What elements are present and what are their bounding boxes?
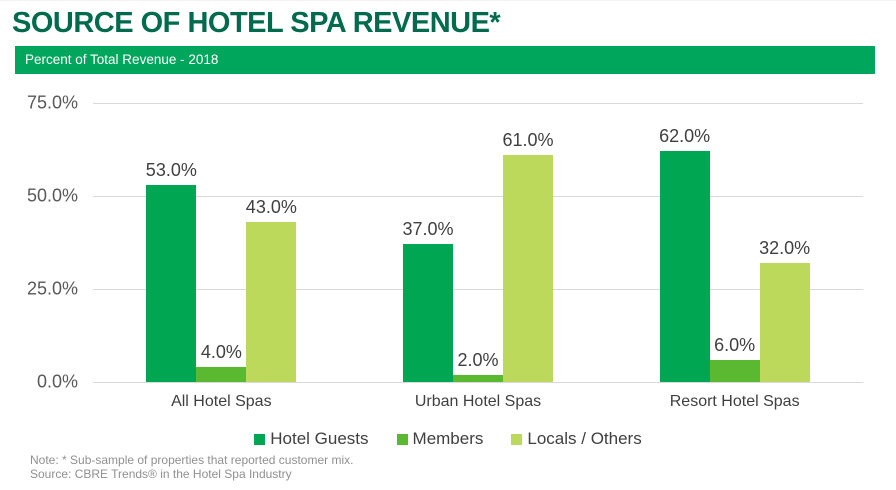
y-axis-label: 75.0% [26,92,78,113]
category-label: Urban Hotel Spas [414,393,542,410]
bar-value-label: 6.0% [714,334,756,355]
legend-label: Hotel Guests [270,429,369,448]
category-label: Resort Hotel Spas [669,393,800,410]
plot-area: 53.0% 4.0% 43.0% 37.0% 2.0% 61.0% 62.0% 6.0% 32.… [93,103,863,383]
legend-swatch-icon [254,433,266,445]
legend-item-members: Members [396,429,484,449]
bar-locals-others [246,222,297,382]
y-axis-label: 50.0% [26,185,78,206]
category-label: All Hotel Spas [171,393,272,410]
note-text: Note: * Sub-sample of properties that re… [30,453,354,467]
page-title: SOURCE OF HOTEL SPA REVENUE* [12,7,501,39]
bar-members [453,374,503,382]
chart-legend: Hotel Guests Members Locals / Others [0,429,896,449]
bar-hotel-guests [659,151,710,382]
y-axis-label: 25.0% [26,278,78,299]
bar-value-label: 61.0% [502,130,554,151]
bar-hotel-guests [403,244,453,382]
legend-label: Locals / Others [527,429,642,448]
y-axis-label: 0.0% [36,371,78,392]
subtitle-banner: Percent of Total Revenue - 2018 [15,46,875,74]
footnotes: Note: * Sub-sample of properties that re… [30,453,353,481]
bar-value-label: 4.0% [200,342,242,363]
gridline-0 [93,382,863,383]
bar-value-label: 43.0% [245,197,297,218]
bar-value-label: 2.0% [457,349,499,370]
gridline-25 [93,289,863,290]
bar-value-label: 62.0% [659,126,711,147]
gridline-50 [93,196,863,197]
subtitle-text: Percent of Total Revenue - 2018 [25,52,219,67]
y-axis: 0.0% 25.0% 50.0% 75.0% [0,93,78,392]
bar-value-label: 32.0% [759,237,811,258]
bar-members [709,359,760,382]
bar-locals-others [503,155,553,382]
source-text: Source: CBRE Trends® in the Hotel Spa In… [30,467,292,481]
legend-label: Members [412,429,484,448]
legend-swatch-icon [511,433,523,445]
bar-hotel-guests [146,184,197,382]
bar-value-label: 53.0% [145,159,197,180]
legend-item-locals-others: Locals / Others [511,429,642,449]
x-axis-category-labels: All Hotel Spas Urban Hotel Spas Resort Hot… [93,393,863,415]
bar-value-label: 37.0% [402,219,454,240]
legend-swatch-icon [396,433,408,445]
gridline-75 [93,103,863,104]
bar-members [196,367,247,382]
bar-locals-others [759,262,810,382]
legend-item-hotel-guests: Hotel Guests [254,429,369,449]
